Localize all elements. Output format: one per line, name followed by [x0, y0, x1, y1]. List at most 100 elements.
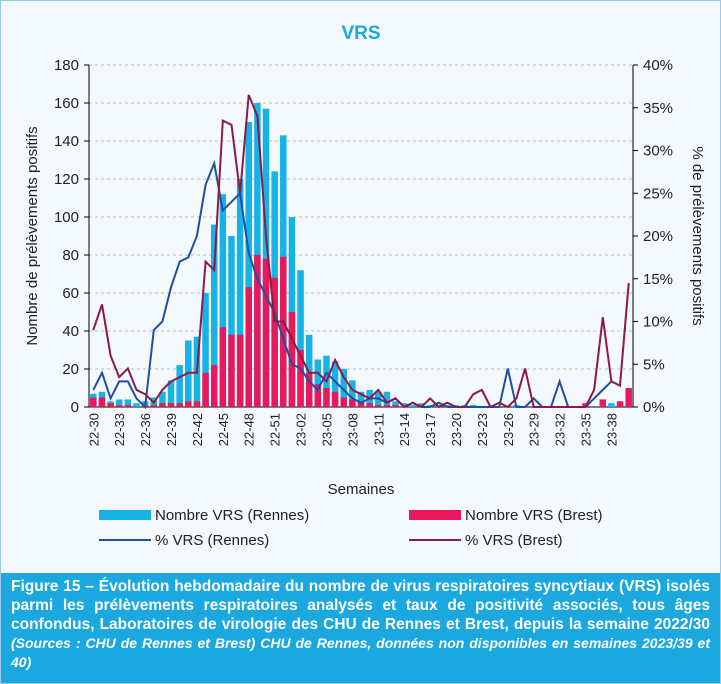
bar — [115, 399, 123, 407]
y2-tick-label: 20% — [643, 228, 673, 245]
x-tick-label: 22-45 — [216, 413, 231, 446]
bar — [228, 334, 235, 407]
bar — [357, 401, 365, 407]
x-tick-label: 23-29 — [527, 413, 542, 446]
x-tick-label: 23-17 — [423, 413, 438, 446]
y2-tick-label: 5% — [643, 356, 665, 373]
bar — [400, 403, 408, 407]
bar — [340, 369, 347, 407]
bar — [409, 405, 417, 407]
y-tick-label: 20 — [62, 361, 79, 378]
x-tick-label: 23-11 — [371, 413, 386, 445]
x-tick-label: 22-51 — [268, 413, 283, 446]
y2-tick-label: 10% — [643, 314, 673, 331]
x-tick-label: 22-30 — [86, 413, 101, 446]
y2-tick-label: 0% — [643, 399, 665, 416]
caption-main: Figure 15 – Évolution hebdomadaire du no… — [11, 578, 710, 633]
legend-label: % VRS (Brest) — [465, 532, 563, 549]
x-tick-label: 22-42 — [190, 413, 205, 446]
bar — [167, 403, 175, 407]
bar — [271, 277, 278, 407]
y2-tick-label: 30% — [643, 143, 673, 160]
y2-axis-title: % de prélèvements positifs — [689, 146, 706, 325]
bar — [625, 388, 632, 407]
bar — [262, 258, 270, 407]
bar — [124, 405, 132, 407]
bar — [219, 194, 227, 407]
x-tick-label: 23-02 — [294, 413, 309, 446]
legend-label: % VRS (Rennes) — [155, 532, 269, 549]
y2-tick-label: 15% — [643, 271, 673, 288]
bar — [236, 334, 244, 407]
bar — [115, 405, 123, 407]
y-tick-label: 80 — [62, 247, 79, 264]
x-tick-label: 23-08 — [345, 413, 360, 446]
bar — [90, 397, 97, 407]
bar — [202, 293, 209, 407]
bar — [340, 397, 347, 407]
bar — [608, 403, 615, 407]
bar — [349, 380, 356, 407]
bar — [288, 312, 296, 407]
bar — [245, 287, 252, 407]
bar — [236, 179, 244, 407]
caption: Figure 15 – Évolution hebdomadaire du no… — [1, 573, 720, 683]
x-tick-label: 23-32 — [553, 413, 568, 446]
bar — [616, 401, 624, 407]
x-tick-label: 23-23 — [475, 413, 490, 446]
bar — [185, 401, 192, 407]
bar — [323, 388, 330, 407]
bar — [357, 391, 365, 407]
bar — [193, 401, 201, 407]
x-tick-label: 23-38 — [604, 413, 619, 446]
x-tick-label: 22-36 — [138, 413, 153, 446]
y2-tick-label: 35% — [643, 100, 673, 117]
x-tick-label: 22-33 — [112, 413, 127, 446]
bar — [98, 397, 106, 407]
x-tick-label: 23-14 — [397, 413, 412, 446]
legend-swatch — [99, 510, 151, 520]
x-tick-label: 23-20 — [449, 413, 464, 446]
bar — [314, 359, 322, 407]
y-tick-label: 120 — [54, 171, 79, 188]
bar — [159, 391, 166, 407]
y-tick-label: 100 — [54, 209, 79, 226]
bar — [305, 372, 313, 407]
y2-tick-label: 25% — [643, 185, 673, 202]
bar — [124, 399, 132, 407]
bar — [418, 403, 425, 407]
y-tick-label: 140 — [54, 133, 79, 150]
bar — [262, 108, 270, 407]
bar — [331, 361, 339, 407]
x-tick-label: 23-35 — [579, 413, 594, 446]
bar — [254, 255, 261, 407]
caption-note: (Sources : CHU de Rennes et Brest) CHU d… — [11, 635, 710, 670]
bar — [297, 350, 304, 407]
x-tick-label: 23-05 — [319, 413, 334, 446]
y-tick-label: 0 — [71, 399, 79, 416]
bar — [133, 403, 140, 407]
y-tick-label: 180 — [54, 57, 79, 74]
bar — [245, 122, 252, 407]
y-tick-label: 160 — [54, 95, 79, 112]
bar — [159, 403, 166, 407]
legend-label: Nombre VRS (Rennes) — [155, 507, 309, 524]
line — [92, 159, 613, 410]
bar — [202, 372, 209, 407]
bar — [366, 403, 373, 407]
y-axis-title: Nombre de prélèvements positifs — [24, 126, 41, 345]
bar — [107, 403, 114, 407]
x-tick-label: 22-48 — [242, 413, 257, 446]
x-tick-label: 23-26 — [501, 413, 516, 446]
y-tick-label: 60 — [62, 285, 79, 302]
bar — [297, 270, 304, 407]
x-axis-title: Semaines — [328, 481, 395, 498]
x-tick-label: 22-39 — [164, 413, 179, 446]
bar — [383, 391, 391, 407]
bar — [280, 256, 287, 407]
bar — [331, 391, 339, 407]
chart-title: VRS — [341, 23, 380, 44]
bar — [599, 399, 607, 407]
legend-swatch — [409, 510, 461, 520]
